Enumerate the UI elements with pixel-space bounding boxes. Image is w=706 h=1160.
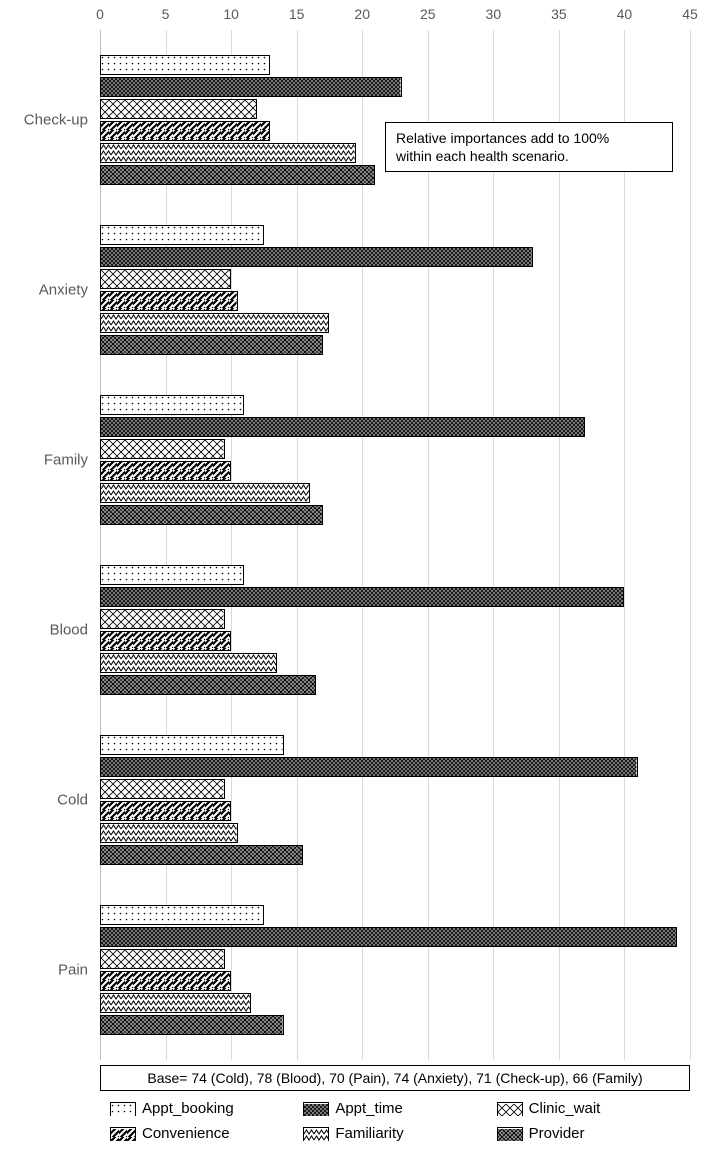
bar-appt_booking: [100, 565, 244, 585]
legend-swatch: [497, 1102, 523, 1116]
gridline: [559, 30, 560, 1060]
bar-provider: [100, 845, 303, 865]
bar-clinic_wait: [100, 779, 225, 799]
category-label: Pain: [0, 962, 88, 979]
legend-label: Convenience: [142, 1125, 230, 1142]
base-note-text: Base= 74 (Cold), 78 (Blood), 70 (Pain), …: [147, 1070, 642, 1086]
legend: Appt_booking Appt_time Clinic_wait Convenie…: [110, 1100, 670, 1142]
legend-item-appt_booking: Appt_booking: [110, 1100, 283, 1117]
bar-appt_booking: [100, 55, 270, 75]
bar-appt_time: [100, 247, 533, 267]
bar-appt_time: [100, 417, 585, 437]
bar-familiarity: [100, 483, 310, 503]
bar-convenience: [100, 461, 231, 481]
bar-familiarity: [100, 653, 277, 673]
bar-convenience: [100, 631, 231, 651]
bar-appt_time: [100, 927, 677, 947]
x-tick-label: 40: [617, 6, 633, 22]
legend-swatch: [303, 1127, 329, 1141]
bar-familiarity: [100, 823, 238, 843]
category-label: Family: [0, 452, 88, 469]
legend-item-appt_time: Appt_time: [303, 1100, 476, 1117]
bar-provider: [100, 505, 323, 525]
category-label: Blood: [0, 622, 88, 639]
gridline: [428, 30, 429, 1060]
legend-swatch: [110, 1127, 136, 1141]
x-tick-label: 35: [551, 6, 567, 22]
bar-clinic_wait: [100, 269, 231, 289]
legend-item-clinic_wait: Clinic_wait: [497, 1100, 670, 1117]
annotation-line1: Relative importances add to 100%: [396, 130, 609, 146]
bar-provider: [100, 335, 323, 355]
gridline: [493, 30, 494, 1060]
bar-familiarity: [100, 993, 251, 1013]
bar-appt_booking: [100, 735, 284, 755]
bar-provider: [100, 675, 316, 695]
bar-convenience: [100, 291, 238, 311]
legend-item-familiarity: Familiarity: [303, 1125, 476, 1142]
legend-label: Appt_time: [335, 1100, 403, 1117]
bar-appt_booking: [100, 225, 264, 245]
legend-label: Familiarity: [335, 1125, 403, 1142]
bar-provider: [100, 1015, 284, 1035]
base-note-box: Base= 74 (Cold), 78 (Blood), 70 (Pain), …: [100, 1065, 690, 1091]
bar-familiarity: [100, 313, 329, 333]
legend-item-convenience: Convenience: [110, 1125, 283, 1142]
bar-appt_booking: [100, 395, 244, 415]
bar-appt_time: [100, 757, 638, 777]
category-label: Cold: [0, 792, 88, 809]
gridline: [690, 30, 691, 1060]
annotation-box: Relative importances add to 100% within …: [385, 122, 673, 172]
bar-familiarity: [100, 143, 356, 163]
bar-clinic_wait: [100, 949, 225, 969]
bar-convenience: [100, 971, 231, 991]
x-tick-label: 20: [354, 6, 370, 22]
legend-swatch: [110, 1102, 136, 1116]
bar-appt_time: [100, 587, 624, 607]
bar-appt_time: [100, 77, 402, 97]
annotation-line2: within each health scenario.: [396, 148, 569, 164]
gridline: [624, 30, 625, 1060]
x-tick-label: 5: [162, 6, 170, 22]
legend-swatch: [303, 1102, 329, 1116]
bar-provider: [100, 165, 375, 185]
bar-convenience: [100, 121, 270, 141]
x-tick-label: 15: [289, 6, 305, 22]
bar-clinic_wait: [100, 609, 225, 629]
x-tick-label: 30: [486, 6, 502, 22]
x-tick-label: 10: [223, 6, 239, 22]
x-tick-label: 0: [96, 6, 104, 22]
legend-label: Clinic_wait: [529, 1100, 601, 1117]
legend-label: Appt_booking: [142, 1100, 234, 1117]
legend-swatch: [497, 1127, 523, 1141]
bar-appt_booking: [100, 905, 264, 925]
x-tick-label: 45: [682, 6, 698, 22]
legend-label: Provider: [529, 1125, 585, 1142]
bar-convenience: [100, 801, 231, 821]
legend-item-provider: Provider: [497, 1125, 670, 1142]
bar-clinic_wait: [100, 439, 225, 459]
category-label: Check-up: [0, 112, 88, 129]
chart-container: 0 5 10 15 20 25 30 35 40 45 Check-up Anxiety Family…: [0, 0, 706, 1160]
x-tick-label: 25: [420, 6, 436, 22]
bar-clinic_wait: [100, 99, 257, 119]
category-label: Anxiety: [0, 282, 88, 299]
